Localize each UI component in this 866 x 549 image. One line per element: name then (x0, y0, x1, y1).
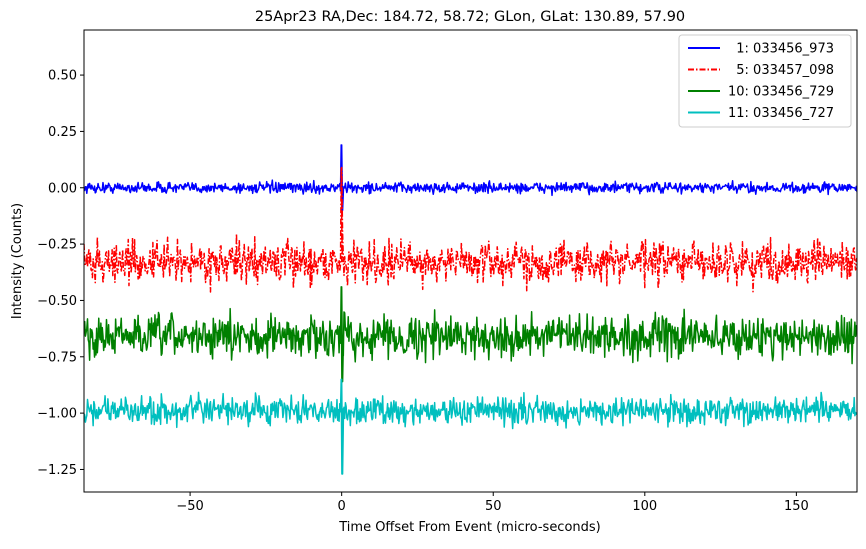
x-tick-label: 150 (784, 499, 809, 514)
legend-label-4: 11: 033456_727 (728, 106, 834, 121)
legend-label-2: 5: 033457_098 (728, 63, 834, 78)
series-line-1 (84, 144, 857, 212)
series-line-4 (84, 378, 857, 475)
y-axis-label: Intensity (Counts) (10, 203, 25, 319)
y-tick-label: −0.50 (37, 294, 77, 309)
y-tick-label: 0.50 (48, 69, 77, 84)
x-tick-label: 100 (632, 499, 657, 514)
y-tick-label: 0.00 (48, 181, 77, 196)
legend-box (678, 34, 852, 128)
chart-title: 25Apr23 RA,Dec: 184.72, 58.72; GLon, GLa… (255, 9, 685, 25)
series-layer (84, 144, 857, 475)
x-tick-label: 0 (338, 499, 346, 514)
x-tick-label: 50 (485, 499, 502, 514)
y-tick-label: −1.00 (37, 407, 77, 422)
legend-label-1: 1: 033456_973 (728, 42, 834, 57)
x-axis-label: Time Offset From Event (micro-seconds) (338, 520, 601, 535)
legend: 1: 033456_973 5: 033457_098 10: 033456_72… (678, 34, 852, 128)
x-tick-label: −50 (176, 499, 203, 514)
series-line-2 (84, 166, 857, 293)
legend-label-3: 10: 033456_729 (728, 85, 834, 100)
y-axis-ticks: 0.50 0.25 0.00 −0.25 −0.50 −0.75 −1.00 −1.25 (37, 69, 84, 478)
y-tick-label: −0.25 (37, 238, 77, 253)
x-axis-ticks: −50 0 50 100 150 (176, 492, 809, 514)
y-tick-label: −1.25 (37, 463, 77, 478)
plot-frame (83, 29, 858, 493)
y-tick-label: −0.75 (37, 350, 77, 365)
y-tick-label: 0.25 (48, 125, 77, 140)
series-line-3 (84, 286, 857, 383)
